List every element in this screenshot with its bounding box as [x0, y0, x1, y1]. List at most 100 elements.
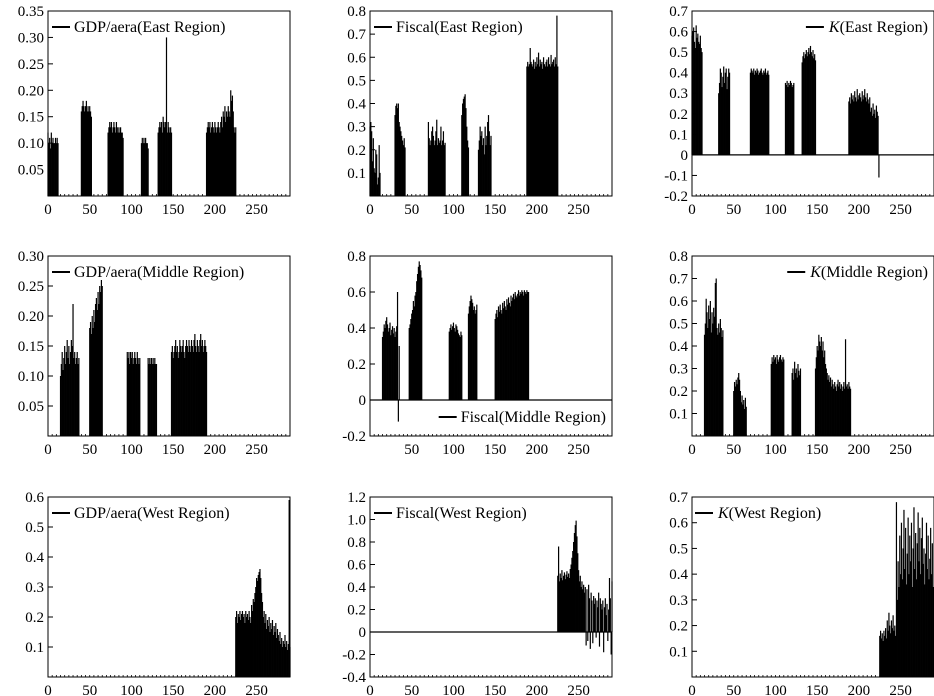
bar [394, 337, 396, 400]
bar [715, 278, 717, 436]
bar [208, 127, 210, 196]
bar [820, 337, 822, 436]
bar [263, 611, 265, 677]
bar [726, 89, 728, 155]
chart-panel-3: -0.2 -0.1 0 0.1 0.2 0.3 0.4 0.5 0.6 0.7 0 50 100 150 2… [664, 4, 934, 218]
bar [460, 331, 462, 400]
y-tick-label: 0.6 [347, 50, 366, 66]
bar [467, 147, 470, 196]
bar [461, 115, 463, 196]
y-tick-label: 0.1 [25, 640, 44, 656]
bar [401, 135, 403, 196]
y-tick-label: 0.4 [347, 321, 366, 337]
bar [508, 302, 510, 400]
bar [927, 535, 929, 677]
bar [893, 630, 895, 677]
bar [512, 297, 514, 400]
bar [516, 297, 518, 400]
bar [283, 644, 285, 677]
bar [735, 379, 737, 436]
bar [498, 311, 500, 400]
y-tick-label: 0.2 [669, 619, 688, 635]
bar [276, 638, 278, 677]
x-tick-label: 200 [848, 683, 871, 696]
x-tick-label: 250 [567, 202, 590, 218]
bar-series [235, 500, 291, 677]
bar [155, 364, 158, 436]
bar [711, 312, 713, 436]
bar [891, 628, 893, 677]
bar [547, 57, 550, 196]
y-tick-label: 0.7 [669, 272, 688, 288]
bar [931, 543, 933, 677]
plot-frame [47, 255, 291, 437]
bar [776, 355, 778, 436]
bar [605, 615, 607, 632]
bar [416, 281, 418, 400]
bar [509, 306, 511, 400]
y-tick-label: 0.15 [18, 110, 44, 126]
bar [249, 617, 251, 677]
bar [154, 358, 156, 436]
bar [799, 368, 802, 436]
chart-panel-6: 0.1 0.2 0.3 0.4 0.5 0.6 0.7 0.8 0 50 100 150 200 250 K… [669, 249, 934, 458]
bar [161, 132, 163, 196]
bar [369, 126, 371, 196]
bar [160, 122, 163, 196]
bar [118, 127, 120, 196]
y-tick-label: 0.1 [669, 407, 688, 423]
bar [175, 340, 177, 436]
legend-label: Fiscal(Middle Region) [461, 409, 606, 426]
bar [268, 617, 270, 677]
bar [245, 611, 247, 677]
bar [869, 111, 872, 155]
bar [421, 277, 423, 400]
bar [179, 340, 181, 436]
bar [525, 293, 527, 400]
bar [62, 370, 64, 436]
bar-series [879, 502, 934, 677]
legend-label: GDP/aera(Middle Region) [74, 264, 244, 281]
bar [796, 377, 798, 436]
bar [572, 551, 574, 632]
bar [417, 266, 419, 400]
bar [427, 122, 430, 196]
bar [373, 168, 375, 196]
bar [195, 352, 198, 436]
bar [805, 50, 807, 155]
bar [86, 111, 88, 196]
bar [792, 85, 794, 155]
bar [158, 127, 160, 196]
bar [785, 85, 787, 155]
bar [93, 310, 95, 436]
bar [136, 352, 138, 436]
bar [376, 154, 378, 196]
bar [477, 149, 480, 196]
bar [798, 370, 800, 436]
bar [253, 602, 255, 677]
bar [289, 647, 291, 677]
bar [819, 346, 822, 436]
bar [790, 82, 792, 155]
bar [537, 64, 539, 196]
bar [180, 352, 183, 436]
bar [533, 68, 535, 196]
bar [705, 298, 707, 436]
bar [883, 630, 885, 677]
bar [275, 623, 277, 677]
legend-label: Fiscal(East Region) [396, 19, 523, 36]
bar [556, 15, 558, 196]
bar [606, 603, 608, 632]
bar [524, 292, 526, 400]
bar [774, 359, 776, 436]
bar [413, 306, 415, 400]
bar [718, 332, 721, 436]
bar [854, 91, 856, 155]
bar [695, 25, 697, 155]
bar [916, 543, 918, 677]
bar [708, 319, 711, 436]
bar [775, 364, 777, 436]
bar [876, 111, 878, 155]
x-tick-label: 200 [848, 442, 871, 458]
